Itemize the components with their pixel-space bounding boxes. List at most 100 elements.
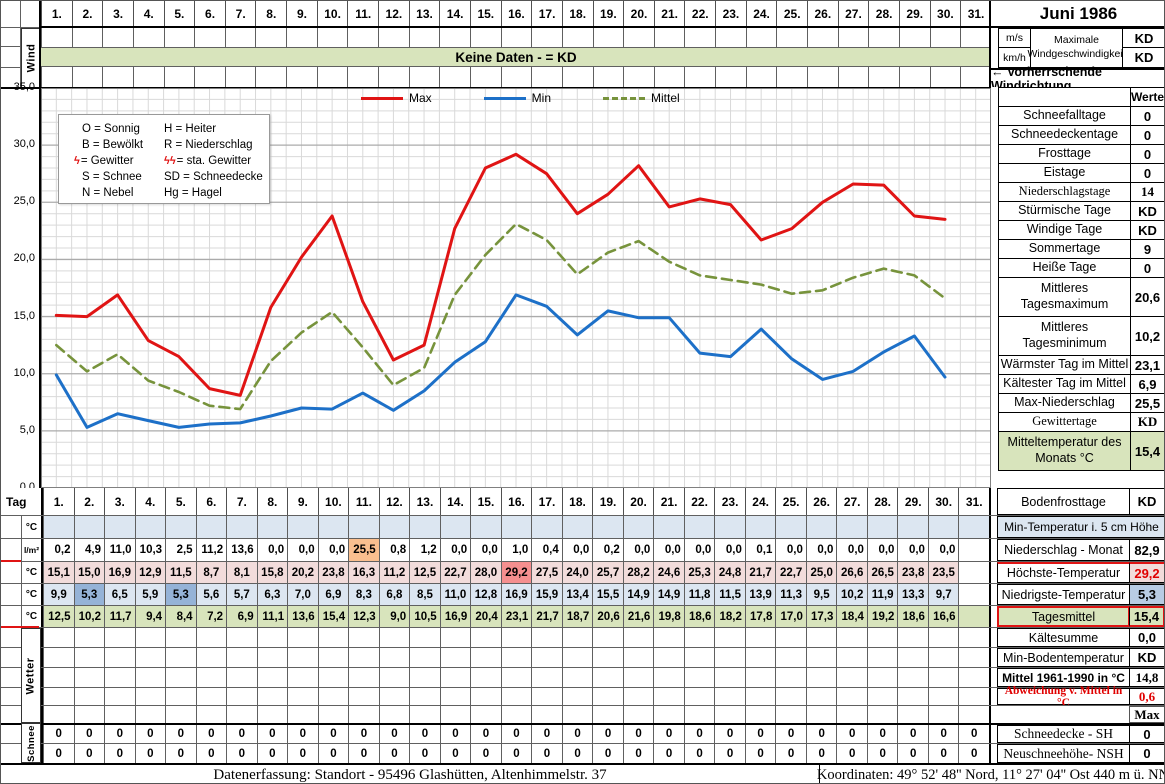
- snow-cell[interactable]: 0: [866, 744, 898, 763]
- empty-cell[interactable]: [960, 67, 991, 88]
- empty-cell[interactable]: [469, 28, 501, 47]
- empty-cell[interactable]: [132, 28, 164, 47]
- empty-cell[interactable]: [897, 668, 928, 687]
- empty-cell[interactable]: [224, 28, 256, 47]
- empty-cell[interactable]: [653, 516, 684, 538]
- empty-cell[interactable]: [623, 28, 654, 47]
- precip-cell[interactable]: 0,8: [378, 539, 410, 561]
- empty-cell[interactable]: [104, 668, 135, 687]
- precip-cell[interactable]: 13,6: [226, 539, 257, 561]
- day-header-cell[interactable]: 27.: [837, 1, 869, 26]
- tmittel-cell[interactable]: 20,6: [592, 606, 623, 627]
- day-header-cell[interactable]: 24.: [744, 488, 776, 515]
- empty-cell[interactable]: [165, 668, 196, 687]
- empty-cell[interactable]: [683, 688, 715, 705]
- schneedecke-value[interactable]: 0: [1129, 725, 1164, 743]
- empty-cell[interactable]: [348, 668, 379, 687]
- empty-cell[interactable]: [683, 706, 715, 723]
- tmin-cell[interactable]: 11,5: [714, 584, 745, 605]
- empty-cell[interactable]: [73, 628, 105, 647]
- empty-cell[interactable]: [286, 28, 317, 47]
- empty-cell[interactable]: [134, 668, 166, 687]
- empty-cell[interactable]: [378, 668, 410, 687]
- empty-cell[interactable]: [439, 648, 471, 667]
- precip-cell[interactable]: 0,0: [836, 539, 867, 561]
- max-wind-ms-value[interactable]: KD: [1122, 28, 1164, 48]
- empty-cell[interactable]: [347, 67, 379, 88]
- precip-cell[interactable]: 10,3: [134, 539, 166, 561]
- empty-cell[interactable]: [745, 28, 777, 47]
- tmax-cell[interactable]: 8,7: [195, 562, 227, 583]
- tmax-cell[interactable]: 20,2: [287, 562, 318, 583]
- empty-cell[interactable]: [73, 648, 105, 667]
- empty-cell[interactable]: [592, 28, 624, 47]
- empty-cell[interactable]: [226, 688, 257, 705]
- empty-cell[interactable]: [775, 688, 806, 705]
- empty-cell[interactable]: [592, 668, 623, 687]
- empty-cell[interactable]: [43, 668, 74, 687]
- tmax-cell[interactable]: 24,8: [714, 562, 745, 583]
- tmax-cell[interactable]: 23,5: [927, 562, 959, 583]
- snow-cell[interactable]: 0: [470, 725, 501, 743]
- day-header-cell[interactable]: 14.: [439, 488, 471, 515]
- empty-cell[interactable]: [134, 648, 166, 667]
- empty-cell[interactable]: [684, 67, 716, 88]
- empty-cell[interactable]: [927, 648, 959, 667]
- day-header-cell[interactable]: 16.: [500, 488, 532, 515]
- empty-cell[interactable]: [256, 516, 288, 538]
- tmax-cell[interactable]: 25,0: [805, 562, 837, 583]
- day-header-cell[interactable]: 21.: [653, 488, 684, 515]
- tmax-cell[interactable]: 28,2: [622, 562, 654, 583]
- empty-cell[interactable]: [592, 516, 623, 538]
- tmax-cell[interactable]: 15,0: [73, 562, 105, 583]
- tmin-cell[interactable]: 9,9: [43, 584, 74, 605]
- tmax-cell[interactable]: 16,9: [104, 562, 135, 583]
- tmittel-cell[interactable]: 11,7: [104, 606, 135, 627]
- empty-cell[interactable]: [805, 706, 837, 723]
- day-header-cell[interactable]: 15.: [469, 1, 501, 26]
- day-header-cell[interactable]: 17.: [531, 1, 562, 26]
- empty-cell[interactable]: [317, 648, 349, 667]
- tmax-cell[interactable]: 25,3: [683, 562, 715, 583]
- day-header-cell[interactable]: 27.: [836, 488, 867, 515]
- empty-cell[interactable]: [866, 706, 898, 723]
- snow-cell[interactable]: 0: [531, 725, 562, 743]
- tmittel-cell[interactable]: 19,2: [866, 606, 898, 627]
- empty-cell[interactable]: [897, 628, 928, 647]
- empty-cell[interactable]: [500, 628, 532, 647]
- tmin-cell[interactable]: 5,6: [195, 584, 227, 605]
- empty-cell[interactable]: [715, 28, 746, 47]
- empty-cell[interactable]: [41, 67, 72, 88]
- empty-cell[interactable]: [775, 648, 806, 667]
- empty-cell[interactable]: [837, 28, 869, 47]
- empty-cell[interactable]: [43, 648, 74, 667]
- snow-cell[interactable]: 0: [256, 725, 288, 743]
- empty-cell[interactable]: [775, 668, 806, 687]
- snow-cell[interactable]: 0: [622, 744, 654, 763]
- empty-cell[interactable]: [775, 628, 806, 647]
- empty-cell[interactable]: [531, 67, 562, 88]
- stat-value[interactable]: KD: [1130, 220, 1164, 240]
- empty-cell[interactable]: [287, 668, 318, 687]
- empty-cell[interactable]: [256, 706, 288, 723]
- empty-cell[interactable]: [866, 648, 898, 667]
- tmittel-cell[interactable]: 20,4: [470, 606, 501, 627]
- stat-value[interactable]: 10,2: [1130, 316, 1164, 356]
- empty-cell[interactable]: [836, 688, 867, 705]
- empty-cell[interactable]: [897, 648, 928, 667]
- empty-cell[interactable]: [592, 628, 623, 647]
- empty-cell[interactable]: [317, 628, 349, 647]
- tmax-cell[interactable]: 23,8: [897, 562, 928, 583]
- tmax-cell[interactable]: 11,5: [165, 562, 196, 583]
- tmin-cell[interactable]: [958, 584, 989, 605]
- empty-cell[interactable]: [958, 516, 989, 538]
- day-header-cell[interactable]: 29.: [898, 1, 930, 26]
- empty-cell[interactable]: [317, 706, 349, 723]
- empty-cell[interactable]: [561, 668, 593, 687]
- niedrigste-temp-value[interactable]: 5,3: [1129, 584, 1164, 605]
- day-header-cell[interactable]: 18.: [561, 488, 593, 515]
- empty-cell[interactable]: [592, 67, 624, 88]
- empty-cell[interactable]: [653, 706, 684, 723]
- tmin-cell[interactable]: 13,4: [561, 584, 593, 605]
- snow-cell[interactable]: 0: [927, 744, 959, 763]
